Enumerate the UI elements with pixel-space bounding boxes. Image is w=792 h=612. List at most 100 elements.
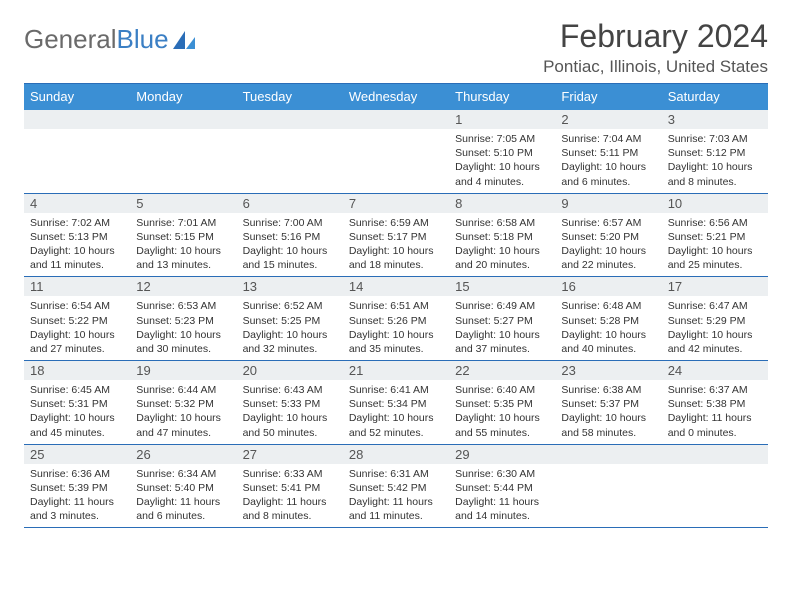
sunset-text: Sunset: 5:29 PM	[668, 314, 762, 328]
sunset-text: Sunset: 5:31 PM	[30, 397, 124, 411]
daylight-text: Daylight: 11 hours and 6 minutes.	[136, 495, 230, 523]
calendar-cell	[24, 110, 130, 193]
day-number: 21	[343, 361, 449, 380]
sunset-text: Sunset: 5:40 PM	[136, 481, 230, 495]
cell-content: Sunrise: 6:58 AMSunset: 5:18 PMDaylight:…	[449, 213, 555, 277]
page-title: February 2024	[543, 18, 768, 55]
calendar-cell: 24Sunrise: 6:37 AMSunset: 5:38 PMDayligh…	[662, 361, 768, 444]
week-row: 25Sunrise: 6:36 AMSunset: 5:39 PMDayligh…	[24, 445, 768, 529]
calendar-cell: 5Sunrise: 7:01 AMSunset: 5:15 PMDaylight…	[130, 194, 236, 277]
day-number: 22	[449, 361, 555, 380]
sunrise-text: Sunrise: 6:54 AM	[30, 299, 124, 313]
day-number	[343, 110, 449, 129]
daylight-text: Daylight: 10 hours and 25 minutes.	[668, 244, 762, 272]
calendar-cell: 27Sunrise: 6:33 AMSunset: 5:41 PMDayligh…	[237, 445, 343, 528]
cell-content: Sunrise: 6:51 AMSunset: 5:26 PMDaylight:…	[343, 296, 449, 360]
sunrise-text: Sunrise: 7:02 AM	[30, 216, 124, 230]
title-block: February 2024 Pontiac, Illinois, United …	[543, 18, 768, 77]
sunset-text: Sunset: 5:13 PM	[30, 230, 124, 244]
day-number	[24, 110, 130, 129]
cell-content: Sunrise: 6:30 AMSunset: 5:44 PMDaylight:…	[449, 464, 555, 528]
brand-part1: General	[24, 24, 117, 55]
day-number: 4	[24, 194, 130, 213]
sunrise-text: Sunrise: 6:34 AM	[136, 467, 230, 481]
sunrise-text: Sunrise: 6:31 AM	[349, 467, 443, 481]
day-number: 2	[555, 110, 661, 129]
calendar-cell	[343, 110, 449, 193]
cell-content: Sunrise: 6:49 AMSunset: 5:27 PMDaylight:…	[449, 296, 555, 360]
sunrise-text: Sunrise: 6:52 AM	[243, 299, 337, 313]
calendar-cell: 9 Sunrise: 6:57 AMSunset: 5:20 PMDaylight…	[555, 194, 661, 277]
daylight-text: Daylight: 10 hours and 11 minutes.	[30, 244, 124, 272]
calendar-cell: 29Sunrise: 6:30 AMSunset: 5:44 PMDayligh…	[449, 445, 555, 528]
day-number: 24	[662, 361, 768, 380]
daylight-text: Daylight: 10 hours and 22 minutes.	[561, 244, 655, 272]
day-number: 6	[237, 194, 343, 213]
sunrise-text: Sunrise: 6:57 AM	[561, 216, 655, 230]
sunrise-text: Sunrise: 6:44 AM	[136, 383, 230, 397]
sunset-text: Sunset: 5:38 PM	[668, 397, 762, 411]
daylight-text: Daylight: 10 hours and 20 minutes.	[455, 244, 549, 272]
week-row: 4Sunrise: 7:02 AMSunset: 5:13 PMDaylight…	[24, 194, 768, 278]
day-number: 11	[24, 277, 130, 296]
calendar-cell: 18Sunrise: 6:45 AMSunset: 5:31 PMDayligh…	[24, 361, 130, 444]
daylight-text: Daylight: 10 hours and 4 minutes.	[455, 160, 549, 188]
day-number: 18	[24, 361, 130, 380]
week-row: 11Sunrise: 6:54 AMSunset: 5:22 PMDayligh…	[24, 277, 768, 361]
daylight-text: Daylight: 10 hours and 27 minutes.	[30, 328, 124, 356]
sunset-text: Sunset: 5:18 PM	[455, 230, 549, 244]
sail-icon	[171, 29, 199, 51]
day-number: 29	[449, 445, 555, 464]
day-number: 16	[555, 277, 661, 296]
sunrise-text: Sunrise: 7:01 AM	[136, 216, 230, 230]
sunset-text: Sunset: 5:16 PM	[243, 230, 337, 244]
daylight-text: Daylight: 10 hours and 47 minutes.	[136, 411, 230, 439]
sunrise-text: Sunrise: 6:43 AM	[243, 383, 337, 397]
calendar-cell: 17Sunrise: 6:47 AMSunset: 5:29 PMDayligh…	[662, 277, 768, 360]
sunset-text: Sunset: 5:34 PM	[349, 397, 443, 411]
day-number: 12	[130, 277, 236, 296]
day-number	[662, 445, 768, 464]
cell-content: Sunrise: 6:45 AMSunset: 5:31 PMDaylight:…	[24, 380, 130, 444]
brand-logo: GeneralBlue	[24, 24, 199, 55]
cell-content: Sunrise: 7:05 AMSunset: 5:10 PMDaylight:…	[449, 129, 555, 193]
sunset-text: Sunset: 5:22 PM	[30, 314, 124, 328]
calendar-cell: 6Sunrise: 7:00 AMSunset: 5:16 PMDaylight…	[237, 194, 343, 277]
daylight-text: Daylight: 10 hours and 35 minutes.	[349, 328, 443, 356]
calendar-cell	[237, 110, 343, 193]
day-number: 13	[237, 277, 343, 296]
sunrise-text: Sunrise: 6:36 AM	[30, 467, 124, 481]
cell-content: Sunrise: 6:56 AMSunset: 5:21 PMDaylight:…	[662, 213, 768, 277]
cell-content: Sunrise: 6:31 AMSunset: 5:42 PMDaylight:…	[343, 464, 449, 528]
daylight-text: Daylight: 10 hours and 37 minutes.	[455, 328, 549, 356]
calendar-cell: 23Sunrise: 6:38 AMSunset: 5:37 PMDayligh…	[555, 361, 661, 444]
page-header: GeneralBlue February 2024 Pontiac, Illin…	[24, 18, 768, 77]
sunrise-text: Sunrise: 6:48 AM	[561, 299, 655, 313]
week-row: 1Sunrise: 7:05 AMSunset: 5:10 PMDaylight…	[24, 110, 768, 194]
sunset-text: Sunset: 5:20 PM	[561, 230, 655, 244]
daylight-text: Daylight: 10 hours and 30 minutes.	[136, 328, 230, 356]
calendar-cell: 22Sunrise: 6:40 AMSunset: 5:35 PMDayligh…	[449, 361, 555, 444]
weekday-header: Tuesday	[237, 84, 343, 110]
sunrise-text: Sunrise: 6:49 AM	[455, 299, 549, 313]
sunrise-text: Sunrise: 6:53 AM	[136, 299, 230, 313]
day-number: 7	[343, 194, 449, 213]
sunset-text: Sunset: 5:21 PM	[668, 230, 762, 244]
calendar-cell: 7Sunrise: 6:59 AMSunset: 5:17 PMDaylight…	[343, 194, 449, 277]
sunrise-text: Sunrise: 6:40 AM	[455, 383, 549, 397]
day-number: 23	[555, 361, 661, 380]
sunrise-text: Sunrise: 6:58 AM	[455, 216, 549, 230]
daylight-text: Daylight: 10 hours and 55 minutes.	[455, 411, 549, 439]
sunrise-text: Sunrise: 6:56 AM	[668, 216, 762, 230]
daylight-text: Daylight: 10 hours and 42 minutes.	[668, 328, 762, 356]
daylight-text: Daylight: 10 hours and 50 minutes.	[243, 411, 337, 439]
calendar-cell: 11 Sunrise: 6:54 AMSunset: 5:22 PMDayligh…	[24, 277, 130, 360]
calendar-cell: 21Sunrise: 6:41 AMSunset: 5:34 PMDayligh…	[343, 361, 449, 444]
sunset-text: Sunset: 5:32 PM	[136, 397, 230, 411]
daylight-text: Daylight: 10 hours and 13 minutes.	[136, 244, 230, 272]
day-number: 9	[555, 194, 661, 213]
day-number	[237, 110, 343, 129]
weekday-header: Monday	[130, 84, 236, 110]
weekday-header: Thursday	[449, 84, 555, 110]
calendar-cell: 10Sunrise: 6:56 AMSunset: 5:21 PMDayligh…	[662, 194, 768, 277]
